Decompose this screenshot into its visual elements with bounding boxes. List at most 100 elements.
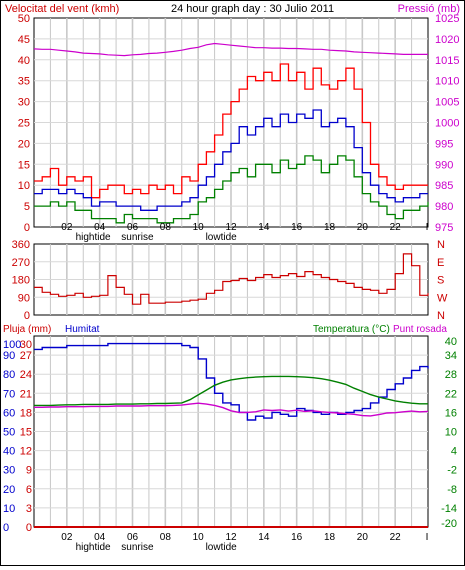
wind-gust-line bbox=[34, 63, 428, 199]
wind-speed-label: Velocitat del vent (kmh) bbox=[5, 3, 119, 15]
temperature-tick-label: 10 bbox=[445, 427, 457, 439]
bottom-axis-hour-label: 18 bbox=[324, 532, 336, 543]
pressure-line bbox=[33, 42, 428, 57]
top-axis-hour-label: 04 bbox=[94, 222, 106, 233]
bottom-axis-event-label-sunrise: sunrise bbox=[121, 542, 154, 553]
humidity-tick-label: 80 bbox=[3, 369, 15, 381]
pressure-tick-label: 995 bbox=[435, 138, 453, 150]
temperature-line bbox=[34, 375, 428, 407]
rain-tick-label: 15 bbox=[20, 427, 32, 439]
rain-tick-label: 3 bbox=[26, 503, 32, 515]
wind-minimum-line bbox=[34, 155, 429, 224]
top-axis-hour-label: 20 bbox=[357, 222, 369, 233]
temperature-tick-label: -20 bbox=[441, 518, 457, 530]
wind-average-line bbox=[34, 109, 428, 211]
humidity-tick-label: 30 bbox=[3, 465, 15, 477]
rain-tick-label: 27 bbox=[20, 350, 32, 362]
humidity-line bbox=[34, 342, 429, 421]
top-axis-hour-label: I bbox=[426, 222, 429, 233]
pressure-label: Pressió (mb) bbox=[398, 3, 460, 15]
graph-title: 24 hour graph day : 30 Julio 2011 bbox=[171, 3, 334, 15]
temperature-tick-label: 34 bbox=[445, 350, 457, 362]
pressure-tick-label: 1025 bbox=[435, 13, 459, 25]
top-axis-hour-label: 08 bbox=[160, 222, 172, 233]
wind-speed-tick-label: 0 bbox=[24, 222, 30, 234]
top-axis-hour-label: 06 bbox=[127, 222, 139, 233]
rain-tick-label: 18 bbox=[20, 407, 32, 419]
pressure-tick-label: 1010 bbox=[435, 76, 459, 88]
direction-tick-label: 180 bbox=[12, 275, 30, 287]
direction-tick-label: 270 bbox=[12, 257, 30, 269]
direction-tick-label: 90 bbox=[18, 292, 30, 304]
bottom-axis-hour-label: 16 bbox=[291, 532, 303, 543]
rain-tick-label: 30 bbox=[20, 339, 32, 351]
wind-speed-tick-label: 15 bbox=[18, 159, 30, 171]
top-axis-hour-label: 14 bbox=[258, 222, 270, 233]
series-lines bbox=[33, 42, 429, 528]
wind-speed-tick-label: 10 bbox=[18, 180, 30, 192]
dew-point-line bbox=[34, 402, 429, 417]
rain-label: Pluja (mm) bbox=[3, 324, 51, 335]
top-axis-hour-label: 02 bbox=[61, 222, 73, 233]
pressure-tick-label: 975 bbox=[435, 222, 453, 234]
temperature-tick-label: -8 bbox=[447, 484, 457, 496]
humidity-tick-label: 70 bbox=[3, 388, 15, 400]
bottom-axis-hour-label: I bbox=[426, 532, 429, 543]
wind-speed-tick-label: 25 bbox=[18, 118, 30, 130]
direction-tick-label: 360 bbox=[12, 239, 30, 251]
temperature-label: Temperatura (°C) bbox=[313, 324, 390, 335]
compass-label: S bbox=[437, 275, 444, 287]
bottom-axis-hour-label: 04 bbox=[94, 532, 106, 543]
top-axis-hour-label: 22 bbox=[390, 222, 402, 233]
temperature-tick-label: 28 bbox=[445, 369, 457, 381]
temperature-tick-label: 40 bbox=[445, 336, 457, 348]
humidity-tick-label: 20 bbox=[3, 484, 15, 496]
bottom-axis-event-label-lowtide: lowtide bbox=[206, 542, 238, 553]
compass-label: N bbox=[437, 310, 445, 322]
wind-speed-tick-label: 35 bbox=[18, 76, 30, 88]
wind-speed-tick-label: 40 bbox=[18, 55, 30, 67]
temperature-tick-label: 4 bbox=[451, 446, 457, 458]
rain-tick-label: 9 bbox=[26, 465, 32, 477]
humidity-tick-label: 40 bbox=[3, 446, 15, 458]
wind-speed-tick-label: 45 bbox=[18, 34, 30, 46]
humidity-tick-label: 10 bbox=[3, 503, 15, 515]
wind-speed-tick-label: 50 bbox=[18, 13, 30, 25]
temperature-tick-label: -2 bbox=[447, 465, 457, 477]
bottom-axis-hour-label: 10 bbox=[193, 532, 205, 543]
pressure-tick-label: 1005 bbox=[435, 97, 459, 109]
top-axis-hour-label: 10 bbox=[193, 222, 205, 233]
bottom-axis-hour-label: 20 bbox=[357, 532, 369, 543]
pressure-tick-label: 1000 bbox=[435, 118, 459, 130]
bottom-axis-event-label-hightide: hightide bbox=[76, 542, 111, 553]
dew-point-label: Punt rosada bbox=[393, 324, 447, 335]
rain-tick-label: 24 bbox=[20, 369, 32, 381]
pressure-tick-label: 990 bbox=[435, 159, 453, 171]
bottom-axis-hour-label: 08 bbox=[160, 532, 172, 543]
wind-speed-tick-label: 20 bbox=[18, 138, 30, 150]
wind-speed-tick-label: 5 bbox=[24, 201, 30, 213]
bottom-axis-hour-label: 02 bbox=[61, 532, 73, 543]
top-axis-hour-label: 16 bbox=[291, 222, 303, 233]
top-axis-hour-label: 12 bbox=[225, 222, 237, 233]
temperature-tick-label: -14 bbox=[441, 503, 457, 515]
humidity-tick-label: 60 bbox=[3, 407, 15, 419]
pressure-tick-label: 1015 bbox=[435, 55, 459, 67]
compass-label: W bbox=[437, 292, 448, 304]
compass-label: N bbox=[437, 239, 445, 251]
top-axis-event-label-sunrise: sunrise bbox=[121, 232, 154, 243]
humidity-tick-label: 0 bbox=[3, 522, 9, 534]
rain-tick-label: 0 bbox=[26, 522, 32, 534]
compass-label: E bbox=[437, 257, 444, 269]
top-axis-event-label-hightide: hightide bbox=[76, 232, 111, 243]
temperature-tick-label: 16 bbox=[445, 407, 457, 419]
rain-tick-label: 21 bbox=[20, 388, 32, 400]
top-axis-hour-label: 18 bbox=[324, 222, 336, 233]
humidity-label: Humitat bbox=[65, 324, 100, 335]
bottom-axis-hour-label: 06 bbox=[127, 532, 139, 543]
pressure-tick-label: 1020 bbox=[435, 34, 459, 46]
wind-speed-tick-label: 30 bbox=[18, 97, 30, 109]
rain-tick-label: 6 bbox=[26, 484, 32, 496]
